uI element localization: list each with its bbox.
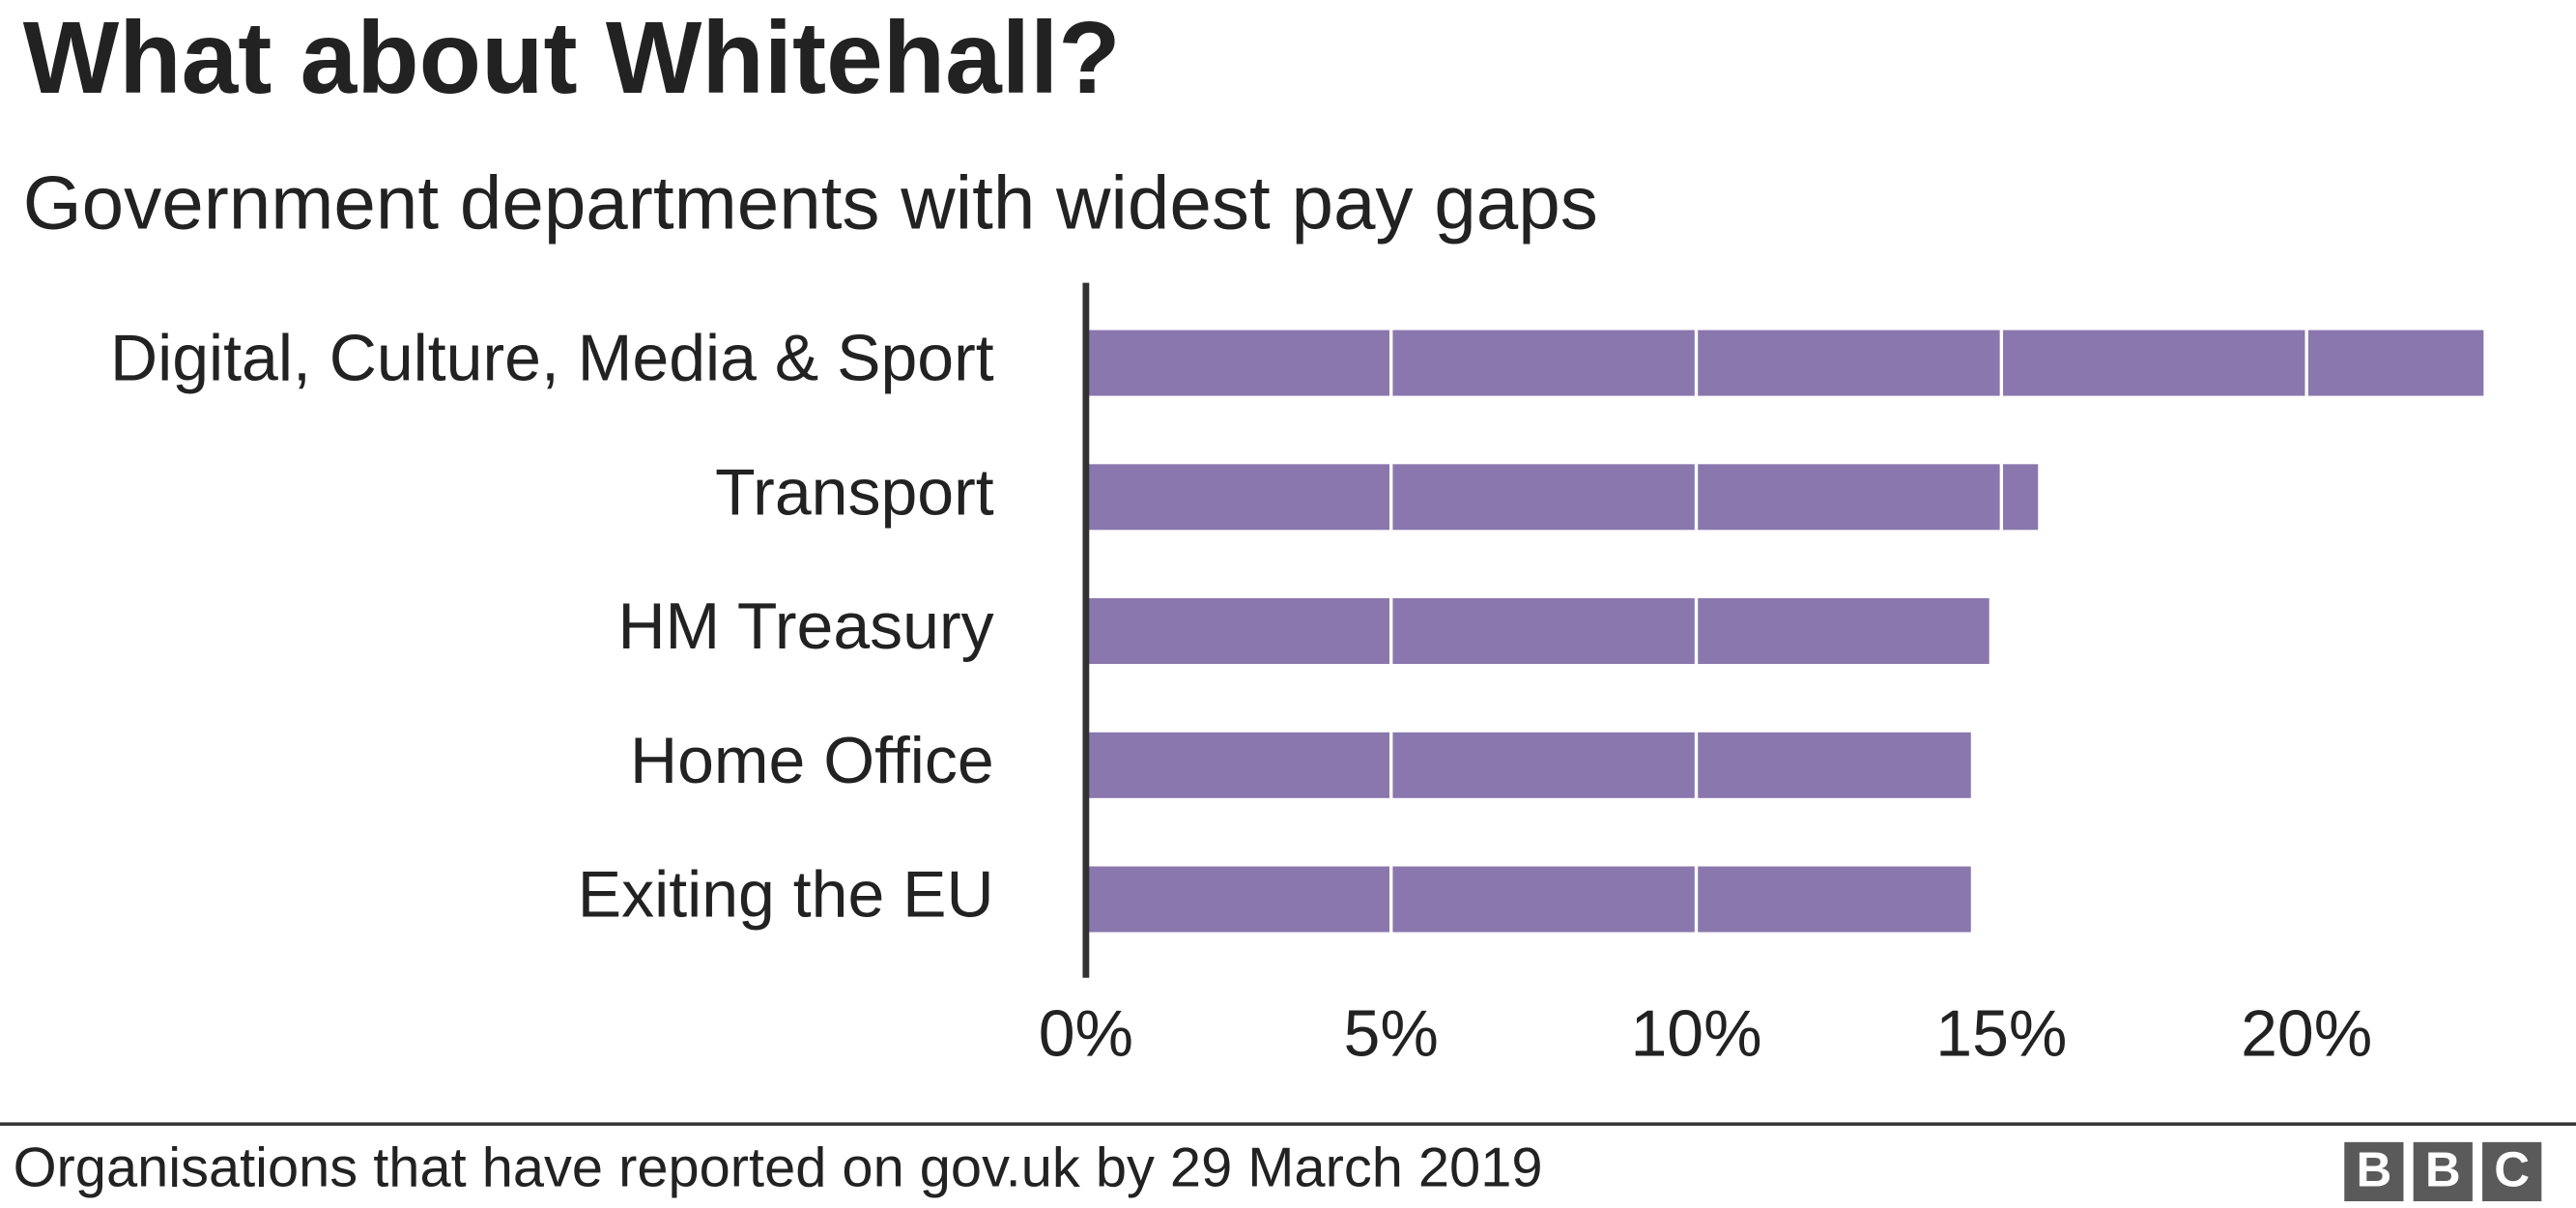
bar [1085, 732, 1971, 798]
chart-subtitle: Government departments with widest pay g… [23, 160, 1598, 245]
bar [1085, 464, 2039, 531]
bar [1085, 866, 1971, 933]
chart-title: What about Whitehall? [23, 2, 1121, 115]
logo-box [2482, 1141, 2542, 1202]
y-tick-label: Digital, Culture, Media & Sport [110, 322, 994, 395]
logo-letter: B [2356, 1142, 2391, 1197]
x-tick-label: 0% [1039, 997, 1133, 1071]
y-tick-label: HM Treasury [617, 590, 993, 663]
y-tick-label: Transport [715, 455, 994, 529]
y-tick-label: Exiting the EU [578, 858, 994, 932]
bar [1085, 598, 1989, 665]
x-tick-label: 5% [1344, 997, 1439, 1071]
x-tick-label: 15% [1935, 997, 2067, 1071]
logo-letter: B [2425, 1142, 2461, 1197]
y-tick-label: Home Office [630, 724, 994, 797]
x-tick-label: 10% [1630, 997, 1761, 1071]
logo-letter: C [2494, 1142, 2530, 1197]
logo-box [2413, 1141, 2473, 1202]
footnote: Organisations that have reported on gov.… [14, 1137, 1543, 1199]
bar [1085, 330, 2484, 396]
logo-box [2344, 1141, 2404, 1202]
x-tick-label: 20% [2241, 997, 2372, 1071]
